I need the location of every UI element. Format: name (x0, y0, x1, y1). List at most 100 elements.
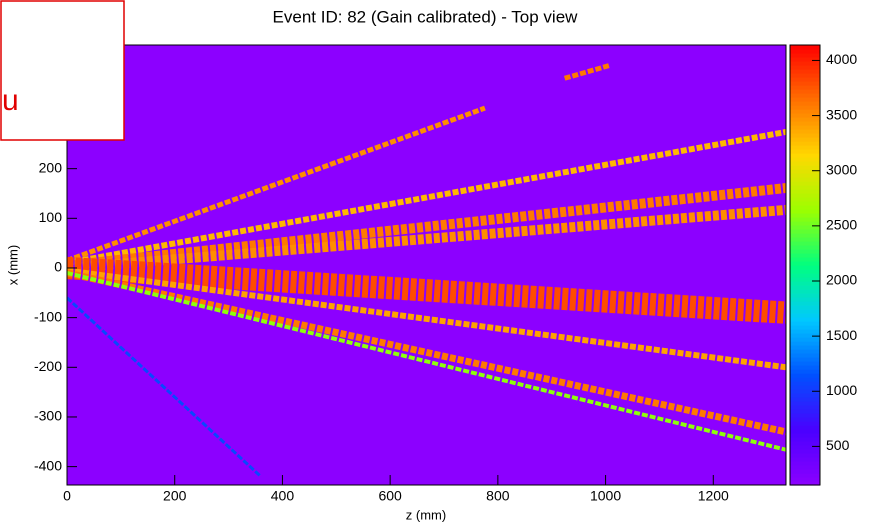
colorbar-step (790, 473, 820, 478)
colorbar-step (790, 353, 820, 358)
colorbar-step (790, 109, 820, 114)
colorbar-step (790, 73, 820, 78)
colorbar-step (790, 93, 820, 98)
colorbar-step (790, 349, 820, 354)
colorbar-step (790, 89, 820, 94)
colorbar-step (790, 237, 820, 242)
annotation-box (0, 0, 125, 141)
colorbar-tick-label: 1500 (826, 327, 857, 343)
colorbar-step (790, 249, 820, 254)
colorbar-step (790, 45, 820, 50)
colorbar-step (790, 217, 820, 222)
y-tick-label: 0 (54, 259, 62, 275)
colorbar-step (790, 417, 820, 422)
colorbar-step (790, 385, 820, 390)
colorbar-step (790, 145, 820, 150)
colorbar-step (790, 209, 820, 214)
y-tick-label: -400 (34, 457, 62, 473)
colorbar-step (790, 313, 820, 318)
colorbar-step (790, 301, 820, 306)
colorbar-step (790, 213, 820, 218)
colorbar-tick-label: 500 (826, 437, 850, 453)
colorbar-step (790, 317, 820, 322)
colorbar-step (790, 269, 820, 274)
colorbar-step (790, 113, 820, 118)
x-tick-label: 1200 (698, 488, 729, 504)
colorbar-step (790, 421, 820, 426)
colorbar-step (790, 185, 820, 190)
colorbar-step (790, 321, 820, 326)
colorbar-step (790, 61, 820, 66)
colorbar-step (790, 53, 820, 58)
colorbar-step (790, 445, 820, 450)
colorbar-step (790, 409, 820, 414)
colorbar-step (790, 297, 820, 302)
colorbar-tick-label: 2000 (826, 272, 857, 288)
colorbar-step (790, 169, 820, 174)
colorbar-step (790, 461, 820, 466)
colorbar-step (790, 161, 820, 166)
y-tick-label: 200 (39, 159, 63, 175)
x-tick-label: 400 (271, 488, 295, 504)
colorbar-step (790, 381, 820, 386)
x-tick-label: 600 (378, 488, 402, 504)
plot-frame (66, 44, 787, 486)
colorbar-step (790, 57, 820, 62)
track (67, 204, 786, 273)
colorbar-step (790, 133, 820, 138)
colorbar-step (790, 149, 820, 154)
colorbar-step (790, 281, 820, 286)
colorbar-step (790, 365, 820, 370)
chart-title: Event ID: 82 (Gain calibrated) - Top vie… (273, 7, 579, 26)
colorbar-step (790, 481, 820, 486)
colorbar-step (790, 453, 820, 458)
colorbar-step (790, 165, 820, 170)
colorbar-step (790, 305, 820, 310)
colorbar-step (790, 49, 820, 54)
colorbar-step (790, 277, 820, 282)
y-axis-label: x (mm) (5, 245, 20, 285)
colorbar-step (790, 261, 820, 266)
colorbar-step (790, 325, 820, 330)
colorbar-step (790, 433, 820, 438)
colorbar-tick-label: 4000 (826, 51, 857, 67)
colorbar-step (790, 413, 820, 418)
colorbar-step (790, 469, 820, 474)
x-tick-label: 1000 (590, 488, 621, 504)
colorbar-step (790, 229, 820, 234)
colorbar-step (790, 241, 820, 246)
colorbar-step (790, 389, 820, 394)
colorbar-step (790, 105, 820, 110)
colorbar-step (790, 377, 820, 382)
colorbar-step (790, 173, 820, 178)
colorbar-step (790, 289, 820, 294)
x-axis-label: z (mm) (406, 507, 446, 522)
colorbar-step (790, 457, 820, 462)
track (67, 183, 786, 271)
colorbar-step (790, 341, 820, 346)
colorbar-step (790, 197, 820, 202)
colorbar-step (790, 293, 820, 298)
colorbar-step (790, 441, 820, 446)
colorbar-step (790, 273, 820, 278)
track (67, 269, 786, 436)
colorbar-step (790, 477, 820, 482)
colorbar-step (790, 125, 820, 130)
track (67, 271, 786, 452)
colorbar-step (790, 285, 820, 290)
colorbar-step (790, 157, 820, 162)
y-tick-label: 100 (39, 209, 63, 225)
colorbar-step (790, 233, 820, 238)
colorbar-step (790, 425, 820, 430)
colorbar-step (790, 429, 820, 434)
colorbar-step (790, 329, 820, 334)
colorbar-step (790, 77, 820, 82)
colorbar-step (790, 137, 820, 142)
track (67, 296, 262, 478)
track (67, 128, 786, 266)
colorbar-step (790, 221, 820, 226)
colorbar-step (790, 85, 820, 90)
colorbar-step (790, 357, 820, 362)
y-tick-label: -100 (34, 308, 62, 324)
